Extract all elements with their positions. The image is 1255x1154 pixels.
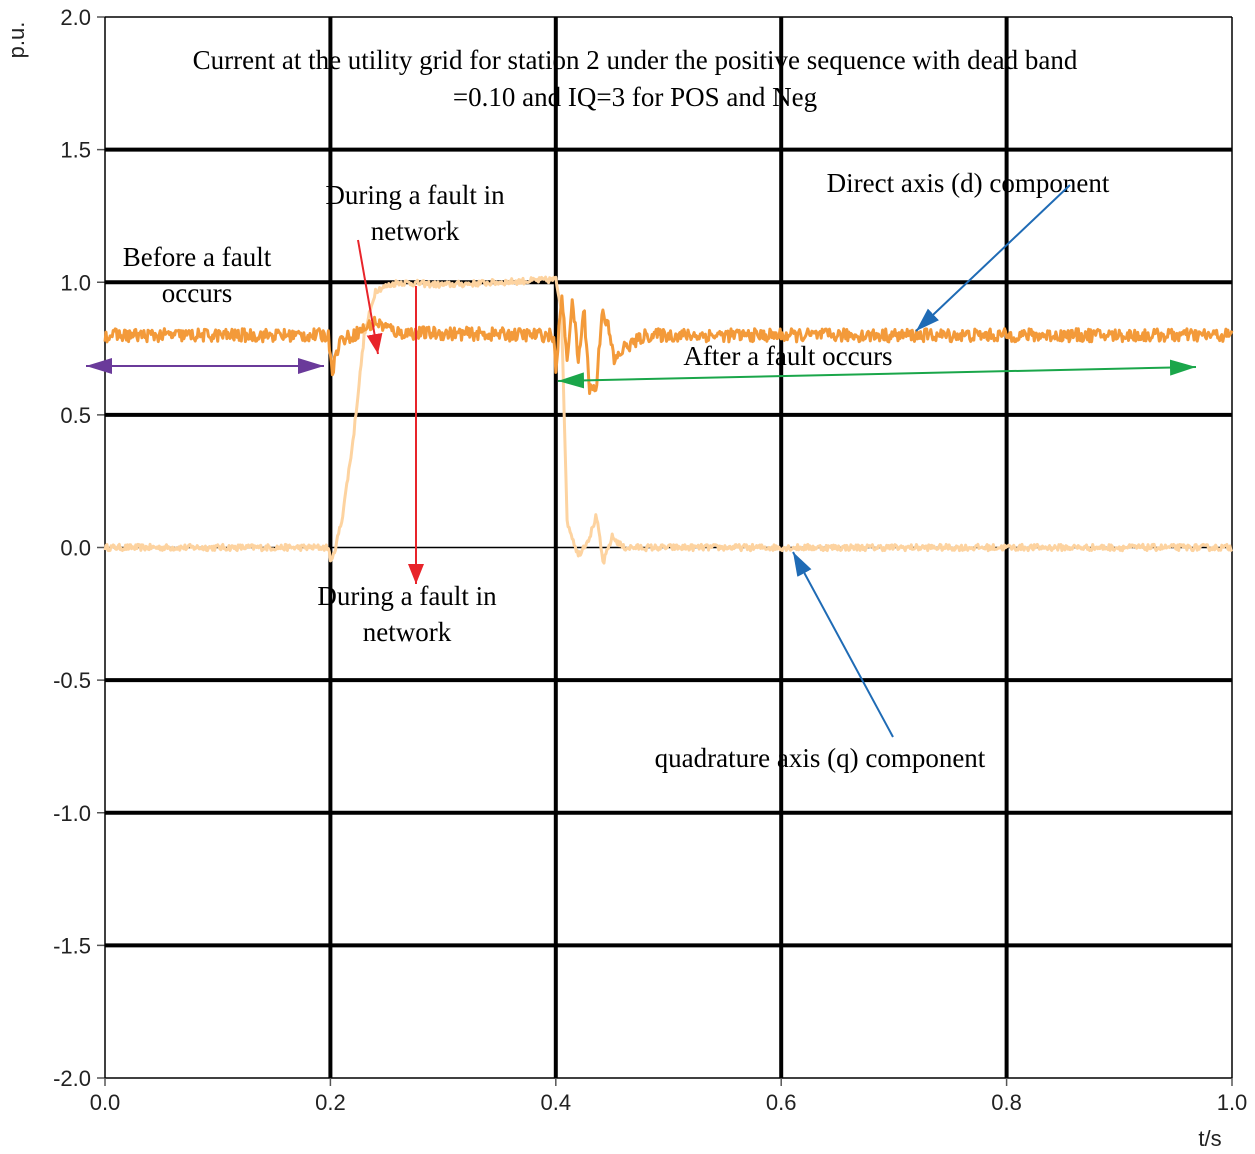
annotation-before-1: Before a fault <box>123 242 272 272</box>
y-tick-label: 0.0 <box>60 536 91 561</box>
y-axis-label: p.u. <box>4 22 29 59</box>
y-tick-label: 1.0 <box>60 270 91 295</box>
annotation-during-bottom-2: network <box>363 617 452 647</box>
annotation-after: After a fault occurs <box>683 341 892 371</box>
y-tick-label: -1.5 <box>53 933 91 958</box>
grid <box>97 16 1233 1086</box>
x-axis-label: t/s <box>1198 1126 1221 1151</box>
series-line-q <box>103 275 1234 565</box>
y-tick-label: 1.5 <box>60 138 91 163</box>
y-tick-label: -0.5 <box>53 668 91 693</box>
y-tick-label: -2.0 <box>53 1066 91 1091</box>
x-tick-label: 0.6 <box>766 1090 797 1115</box>
during-arrow-top <box>357 239 383 355</box>
annotation-during-top-2: network <box>371 216 460 246</box>
after-arrow <box>557 359 1197 389</box>
x-tick-label: 0.0 <box>90 1090 121 1115</box>
annotation-during-bottom-1: During a fault in <box>317 581 497 611</box>
chart-title-line-2: =0.10 and IQ=3 for POS and Neg <box>453 82 817 112</box>
chart-title-line-1: Current at the utility grid for station … <box>193 45 1078 75</box>
x-tick-label: 0.8 <box>991 1090 1022 1115</box>
series-group <box>103 275 1234 565</box>
x-tick-label: 0.4 <box>541 1090 572 1115</box>
series-line-d <box>103 294 1234 395</box>
x-tick-label: 1.0 <box>1217 1090 1248 1115</box>
tick-labels: 2.01.51.00.50.0-0.5-1.0-1.5-2.00.0 0.2 0.4… <box>53 5 1247 1115</box>
d-label-arrow <box>915 184 1071 332</box>
y-tick-label: 2.0 <box>60 5 91 30</box>
annotation-q-label: quadrature axis (q) component <box>655 743 986 773</box>
annotation-before-2: occurs <box>162 278 232 308</box>
x-tick-label: 0.2 <box>315 1090 346 1115</box>
annotation-during-top-1: During a fault in <box>325 180 505 210</box>
y-tick-label: -1.0 <box>53 801 91 826</box>
annotation-d-label: Direct axis (d) component <box>827 168 1110 198</box>
q-label-arrow <box>792 551 894 738</box>
y-tick-label: 0.5 <box>60 403 91 428</box>
